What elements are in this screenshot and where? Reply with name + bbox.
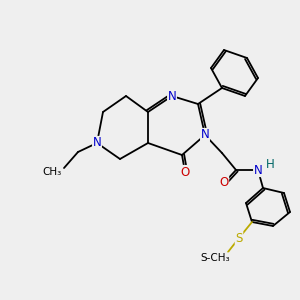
Text: CH₃: CH₃ (42, 167, 62, 177)
Text: N: N (168, 89, 176, 103)
Text: N: N (201, 128, 209, 142)
Text: N: N (254, 164, 262, 176)
Text: O: O (180, 166, 190, 178)
Text: N: N (93, 136, 101, 149)
Text: O: O (219, 176, 229, 190)
Text: S-CH₃: S-CH₃ (200, 253, 230, 263)
Text: H: H (266, 158, 274, 172)
Text: S: S (235, 232, 243, 244)
